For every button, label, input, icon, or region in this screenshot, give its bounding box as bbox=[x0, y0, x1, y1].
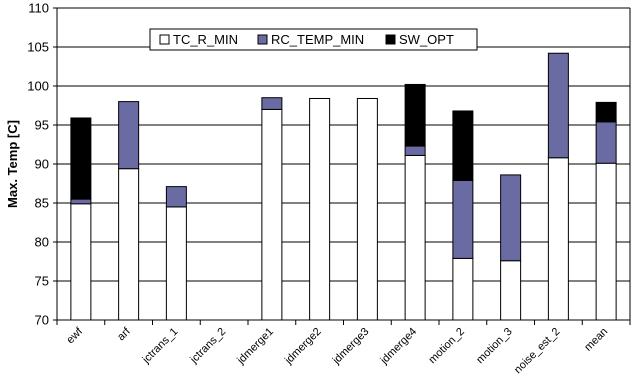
bar-mean-rc-temp-min bbox=[595, 121, 617, 164]
bar-ewf-tc-r-min bbox=[70, 203, 92, 321]
y-tick-label-75: 75 bbox=[35, 274, 49, 289]
y-tick-label-95: 95 bbox=[35, 118, 49, 133]
legend-swatch-rc-temp-min bbox=[257, 34, 268, 45]
x-tick-label-noise_est_2: noise_est_2 bbox=[512, 326, 562, 376]
x-tick-label-arf: arf bbox=[115, 325, 133, 343]
x-tick-label-mean: mean bbox=[582, 326, 610, 354]
bar-jdmerge1-rc-temp-min bbox=[261, 97, 283, 110]
bar-jdmerge4-rc-temp-min bbox=[404, 145, 426, 156]
y-tick-label-105: 105 bbox=[27, 40, 49, 55]
x-tick-label-motion_3: motion_3 bbox=[474, 326, 514, 366]
axes bbox=[53, 7, 631, 325]
bar-jdmerge4-sw-opt bbox=[404, 83, 426, 147]
bar-mean-tc-r-min bbox=[595, 162, 617, 321]
legend-box bbox=[149, 28, 478, 51]
bar-arf-tc-r-min bbox=[118, 168, 140, 321]
legend-swatch-tc-r-min bbox=[159, 34, 170, 45]
bar-arf-rc-temp-min bbox=[118, 101, 140, 170]
y-tick-labels: 70 75 80 85 90 95 100 105 110 bbox=[27, 1, 49, 328]
bar-motion_2-rc-temp-min bbox=[452, 179, 474, 259]
x-tick-label-jdmerge4: jdmerge4 bbox=[378, 326, 420, 368]
x-tick-label-jdmerge1: jdmerge1 bbox=[234, 326, 276, 368]
bar-mean-sw-opt bbox=[595, 101, 617, 123]
x-tick-label-jctrans_2: jctrans_2 bbox=[187, 326, 228, 367]
x-tick-label-jctrans_1: jctrans_1 bbox=[140, 326, 181, 367]
bar-jdmerge4-tc-r-min bbox=[404, 154, 426, 321]
y-tick-label-110: 110 bbox=[28, 1, 49, 16]
legend: TC_R_MIN RC_TEMP_MIN SW_OPT bbox=[149, 28, 478, 51]
y-tick-label-80: 80 bbox=[35, 235, 49, 250]
bar-jctrans_1-tc-r-min bbox=[165, 206, 187, 321]
bar-motion_2-sw-opt bbox=[452, 110, 474, 181]
grid-lines bbox=[57, 7, 630, 321]
x-tick-label-ewf: ewf bbox=[64, 325, 85, 346]
bar-jctrans_1-rc-temp-min bbox=[165, 186, 187, 208]
bar-noise_est_2-rc-temp-min bbox=[547, 52, 569, 159]
bar-jdmerge1-tc-r-min bbox=[261, 108, 283, 321]
y-tick-label-100: 100 bbox=[27, 79, 49, 94]
y-tick-label-85: 85 bbox=[35, 196, 49, 211]
legend-label-rc-temp-min: RC_TEMP_MIN bbox=[271, 32, 364, 47]
y-tick-label-70: 70 bbox=[35, 313, 49, 328]
legend-label-sw-opt: SW_OPT bbox=[399, 32, 454, 47]
x-tick-label-jdmerge3: jdmerge3 bbox=[330, 326, 372, 368]
bars bbox=[70, 52, 617, 321]
bar-jdmerge3-tc-r-min bbox=[356, 97, 378, 321]
bar-motion_3-tc-r-min bbox=[500, 260, 522, 321]
bar-noise_est_2-tc-r-min bbox=[547, 157, 569, 321]
x-tick-labels: ewf arf jctrans_1 jctrans_2 jdmerge1 jdmerge2… bbox=[64, 325, 610, 376]
x-tick-label-jdmerge2: jdmerge2 bbox=[282, 326, 324, 368]
legend-label-tc-r-min: TC_R_MIN bbox=[173, 32, 238, 47]
legend-swatch-sw-opt bbox=[385, 34, 396, 45]
bar-ewf-rc-temp-min bbox=[70, 198, 92, 205]
x-tick-label-motion_2: motion_2 bbox=[427, 326, 467, 366]
bar-jdmerge2-tc-r-min bbox=[309, 97, 331, 321]
bar-ewf-sw-opt bbox=[70, 117, 92, 200]
y-axis-label: Max. Temp [C] bbox=[5, 120, 20, 208]
bar-motion_2-tc-r-min bbox=[452, 257, 474, 321]
bar-motion_3-rc-temp-min bbox=[500, 174, 522, 262]
y-tick-label-90: 90 bbox=[35, 157, 49, 172]
